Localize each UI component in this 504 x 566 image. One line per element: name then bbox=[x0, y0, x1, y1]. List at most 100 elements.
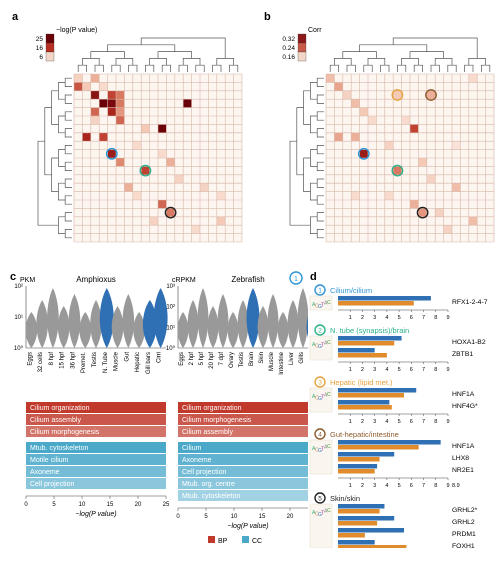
svg-text:CC: CC bbox=[252, 538, 262, 545]
svg-text:9: 9 bbox=[446, 483, 449, 489]
svg-text:Cilium assembly: Cilium assembly bbox=[182, 429, 233, 436]
svg-text:−log(P value): −log(P value) bbox=[56, 27, 97, 34]
svg-text:10²: 10² bbox=[14, 284, 23, 290]
svg-text:10¹: 10¹ bbox=[166, 325, 175, 331]
lower-row: c 1 PKM Amphioxus 10⁰ 10¹ 10² Eggs 32 cells 8 hpf… bbox=[8, 268, 504, 548]
heatmap-grid bbox=[74, 74, 242, 242]
svg-text:Cilium: Cilium bbox=[182, 445, 202, 452]
svg-text:5: 5 bbox=[204, 514, 208, 520]
svg-text:Zebrafish: Zebrafish bbox=[231, 275, 264, 284]
svg-text:5: 5 bbox=[398, 315, 401, 321]
svg-text:1: 1 bbox=[349, 483, 352, 489]
svg-text:9: 9 bbox=[446, 419, 449, 425]
svg-text:6: 6 bbox=[39, 54, 43, 61]
svg-text:1: 1 bbox=[349, 315, 352, 321]
svg-text:5: 5 bbox=[398, 419, 401, 425]
svg-text:2: 2 bbox=[361, 315, 364, 321]
svg-text:Corr: Corr bbox=[308, 27, 322, 34]
svg-text:1: 1 bbox=[318, 288, 322, 295]
svg-text:8: 8 bbox=[434, 367, 437, 373]
svg-text:10²: 10² bbox=[166, 305, 175, 311]
svg-text:RFX1-2-4-7: RFX1-2-4-7 bbox=[452, 299, 488, 306]
svg-text:2: 2 bbox=[361, 367, 364, 373]
svg-text:5: 5 bbox=[318, 496, 322, 503]
svg-text:C: C bbox=[327, 392, 331, 398]
svg-text:0: 0 bbox=[176, 514, 180, 520]
svg-text:Testis: Testis bbox=[239, 352, 245, 367]
svg-text:10: 10 bbox=[79, 502, 86, 508]
svg-text:8 hpf: 8 hpf bbox=[49, 352, 55, 366]
svg-text:3: 3 bbox=[373, 419, 376, 425]
svg-text:4: 4 bbox=[385, 367, 388, 373]
svg-text:Gut-hepatic/intestine: Gut-hepatic/intestine bbox=[330, 430, 399, 439]
svg-text:GRHL2*: GRHL2* bbox=[452, 507, 478, 514]
svg-text:0.16: 0.16 bbox=[282, 54, 295, 61]
svg-text:Cirri: Cirri bbox=[157, 352, 163, 363]
svg-text:Testis: Testis bbox=[92, 352, 98, 367]
svg-text:32 cells: 32 cells bbox=[38, 352, 44, 372]
svg-text:8: 8 bbox=[434, 483, 437, 489]
svg-text:3: 3 bbox=[373, 367, 376, 373]
svg-text:10³: 10³ bbox=[166, 284, 175, 290]
svg-text:15 hpf: 15 hpf bbox=[60, 352, 66, 369]
svg-text:Cilium morphogenesis: Cilium morphogenesis bbox=[30, 429, 100, 436]
svg-text:NR2E1: NR2E1 bbox=[452, 467, 474, 474]
svg-text:FOXH1: FOXH1 bbox=[452, 543, 475, 548]
svg-text:Cilium/cilium: Cilium/cilium bbox=[330, 286, 372, 295]
svg-text:10⁰: 10⁰ bbox=[166, 345, 176, 352]
svg-text:5: 5 bbox=[398, 367, 401, 373]
svg-text:HOXA1-B2: HOXA1-B2 bbox=[452, 339, 486, 346]
svg-text:Gill bars: Gill bars bbox=[146, 352, 152, 374]
svg-text:Liver: Liver bbox=[289, 352, 295, 365]
svg-text:4: 4 bbox=[385, 315, 388, 321]
svg-text:cRPKM: cRPKM bbox=[172, 277, 196, 284]
svg-text:Premet.: Premet. bbox=[81, 352, 87, 373]
svg-text:Ovary: Ovary bbox=[229, 352, 235, 368]
svg-text:1: 1 bbox=[349, 367, 352, 373]
svg-text:Amphioxus: Amphioxus bbox=[76, 275, 116, 284]
svg-text:6: 6 bbox=[410, 315, 413, 321]
svg-text:2: 2 bbox=[361, 419, 364, 425]
panel-b: bCorr0.320.240.16 bbox=[260, 8, 504, 268]
svg-text:d: d bbox=[310, 271, 317, 283]
svg-text:a: a bbox=[12, 11, 19, 23]
svg-text:Cilium organization: Cilium organization bbox=[30, 405, 90, 412]
svg-text:N. Tube: N. Tube bbox=[103, 351, 109, 373]
svg-text:GRHL2: GRHL2 bbox=[452, 519, 475, 526]
svg-text:LHX8: LHX8 bbox=[452, 455, 469, 462]
svg-text:3: 3 bbox=[318, 380, 322, 387]
svg-text:20: 20 bbox=[287, 514, 294, 520]
svg-text:4: 4 bbox=[385, 483, 388, 489]
svg-text:Mtub. cytoskeleton: Mtub. cytoskeleton bbox=[182, 493, 240, 500]
svg-text:0.24: 0.24 bbox=[282, 45, 295, 52]
svg-text:HNF4G*: HNF4G* bbox=[452, 403, 478, 410]
svg-text:Cell projection: Cell projection bbox=[30, 481, 74, 488]
svg-text:HNF1A: HNF1A bbox=[452, 443, 475, 450]
svg-text:Mtub. cytoskeleton: Mtub. cytoskeleton bbox=[30, 445, 88, 452]
svg-text:PKM: PKM bbox=[20, 277, 35, 284]
panel-d: d1Cilium/ciliumACGTACRFX1-2-4-7123456789… bbox=[308, 268, 504, 548]
svg-text:6: 6 bbox=[410, 367, 413, 373]
svg-text:c: c bbox=[10, 271, 16, 283]
svg-text:C: C bbox=[327, 444, 331, 450]
svg-text:8: 8 bbox=[434, 315, 437, 321]
svg-text:10: 10 bbox=[231, 514, 238, 520]
svg-text:b: b bbox=[264, 11, 271, 23]
svg-text:25: 25 bbox=[163, 502, 170, 508]
svg-text:7 dpf: 7 dpf bbox=[219, 352, 225, 366]
svg-text:C: C bbox=[327, 300, 331, 306]
svg-text:Eggs: Eggs bbox=[27, 352, 33, 366]
svg-text:8: 8 bbox=[434, 419, 437, 425]
svg-text:4: 4 bbox=[318, 432, 322, 439]
svg-text:1: 1 bbox=[294, 276, 298, 283]
svg-text:Cilium assembly: Cilium assembly bbox=[30, 417, 81, 424]
svg-text:10⁰: 10⁰ bbox=[14, 345, 24, 352]
svg-text:Hepatic (lipid met.): Hepatic (lipid met.) bbox=[330, 378, 393, 387]
svg-text:7: 7 bbox=[422, 367, 425, 373]
svg-text:−log(P value): −log(P value) bbox=[227, 523, 268, 530]
svg-text:Axoneme: Axoneme bbox=[182, 457, 212, 464]
panel-a: a−log(P value)25166 bbox=[8, 8, 260, 268]
svg-text:Axoneme: Axoneme bbox=[30, 469, 60, 476]
svg-text:PRDM1: PRDM1 bbox=[452, 531, 476, 538]
svg-text:2: 2 bbox=[361, 483, 364, 489]
